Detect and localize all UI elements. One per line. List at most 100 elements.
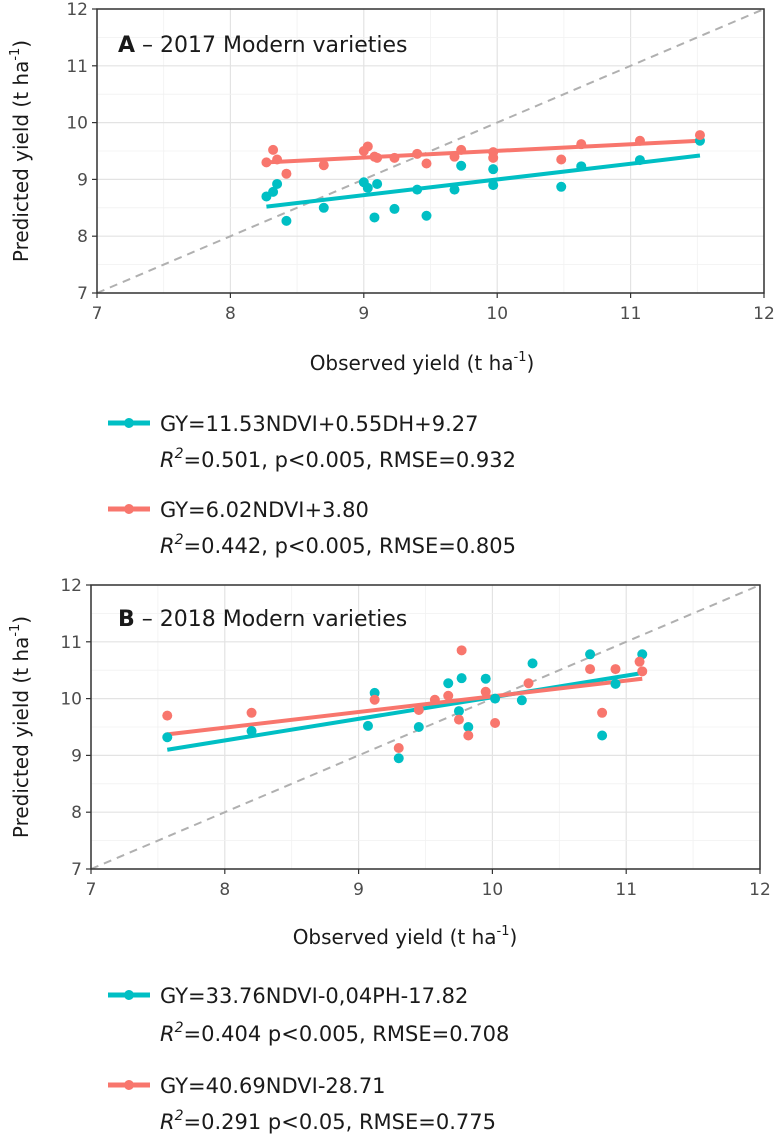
panel-a-y-axis-label: Predicted yield (t ha-1) [8,40,33,262]
panel-b-y-ticks: 7 8 9 10 11 12 [60,576,91,880]
panel-b-legend-key-salmon [108,1080,150,1090]
panel-a-x-ticks: 7 8 9 10 11 12 [92,293,775,324]
panel-b-point-teal [480,673,491,684]
panel-a-point-teal [456,160,467,171]
panel-b-legend-stats-teal: R2=0.404 p<0.005, RMSE=0.708 [160,1020,509,1046]
panel-a-x-tick-label: 9 [358,304,369,324]
panel-a-point-teal [412,184,423,195]
panel-a-point-salmon [421,158,432,169]
panel-a-y-tick-label: 12 [66,0,88,20]
panel-b-x-tick-label: 9 [353,880,364,900]
panel-b-point-teal [597,730,608,741]
panel-a-point-salmon [456,144,467,155]
panel-a-legend-stats-salmon-rest: =0.442, p<0.005, RMSE=0.805 [184,534,516,558]
panel-a-point-salmon [272,154,283,165]
panel-b-point-teal [443,678,454,689]
panel-a-legend-key-teal [108,418,150,428]
panel-a-point-salmon [449,151,460,162]
panel-a-point-salmon [576,139,587,150]
panel-a-legend-stats-salmon: R2=0.442, p<0.005, RMSE=0.805 [160,532,516,558]
panel-a-x-label-close: ) [526,351,534,375]
panel-a-x-label-sup: -1 [514,350,527,365]
panel-b-y-tick-label: 9 [71,746,82,766]
panel-b-legend-stats-teal-r: R [160,1022,175,1046]
panel-b-y-label-close: ) [9,616,33,624]
panel-a-fit-line-teal [266,153,701,209]
panel-a-point-salmon [634,135,645,146]
panel-a-point-teal [449,184,460,195]
panel-b-point-teal [610,678,621,689]
panel-a-y-label-close: ) [9,40,33,48]
panel-a-legend-equation-salmon: GY=6.02NDVI+3.80 [160,498,369,522]
panel-b-point-teal [162,732,173,743]
panel-b-y-tick-label: 8 [71,803,82,823]
panel-a-y-label-text: Predicted yield (t ha [9,61,33,262]
panel-b-x-tick-label: 12 [749,880,771,900]
panel-a-legend: GY=11.53NDVI+0.55DH+9.27 R2=0.501, p<0.0… [108,412,516,558]
panel-b-title: B – 2018 Modern varieties [118,607,407,632]
panel-a-x-axis-label: Observed yield (t ha-1) [310,350,535,375]
panel-b-y-tick-label: 7 [71,860,82,880]
panel-b-point-salmon [413,704,424,715]
panel-a-legend-stats-teal-r: R [160,448,175,472]
panel-a-y-tick-label: 11 [66,57,88,77]
panel-b-legend-stats-teal-rest: =0.404 p<0.005, RMSE=0.708 [184,1022,510,1046]
panel-a-point-teal [362,182,373,193]
panel-a-title-text: – 2017 Modern varieties [135,33,407,58]
panel-b-x-tick-label: 7 [86,880,97,900]
panel-b: 7 8 9 10 11 12 7 8 9 10 11 12 B – 2018 Modern vari… [8,576,771,1134]
panel-a-y-tick-label: 8 [77,227,88,247]
panel-b-x-label-sup: -1 [497,924,510,939]
panel-b-letter: B [118,607,135,632]
panel-b-point-salmon [597,707,608,718]
panel-b-point-salmon [369,694,380,705]
panel-a-point-salmon [488,152,499,163]
panel-b-legend: GY=33.76NDVI-0,04PH-17.82 R2=0.404 p<0.0… [108,984,509,1134]
panel-a-x-tick-label: 7 [92,304,103,324]
panel-b-point-teal [246,725,257,736]
panel-b-legend-key-teal [108,990,150,1000]
panel-a-fit-lines [266,138,701,209]
panel-a-point-salmon [362,141,373,152]
panel-a-point-teal [281,215,292,226]
panel-b-points [162,645,648,764]
panel-a-point-teal [421,210,432,221]
panel-b-legend-stats-salmon-r: R [160,1110,175,1134]
panel-a: 7 8 9 10 11 12 7 8 9 10 11 12 A – 2017 Modern vari… [8,0,775,558]
panel-a-legend-stats-salmon-sup: 2 [175,532,184,548]
panel-a-point-teal [576,161,587,172]
panel-b-point-teal [413,722,424,732]
panel-a-point-salmon [372,152,383,163]
panel-a-y-label-sup: -1 [8,48,23,61]
panel-b-y-tick-label: 10 [60,690,82,710]
panel-b-point-salmon [456,645,467,656]
panel-b-point-teal [490,693,501,704]
panel-a-title: A – 2017 Modern varieties [118,33,407,58]
panel-a-point-teal [318,202,329,213]
panel-a-point-teal [389,203,400,214]
panel-a-point-teal [369,212,380,223]
panel-a-point-salmon [318,160,329,171]
panel-a-y-tick-label: 9 [77,170,88,190]
panel-a-x-tick-label: 10 [486,304,508,324]
panel-b-x-tick-label: 11 [615,880,637,900]
panel-a-legend-key-salmon [108,504,150,514]
panel-b-x-tick-label: 10 [482,880,504,900]
panel-a-point-salmon [412,148,423,159]
panel-b-point-salmon [246,707,257,718]
panel-b-point-salmon [453,714,464,725]
panel-a-letter: A [118,33,135,58]
panel-b-point-salmon [393,743,404,754]
panel-a-point-teal [634,155,645,166]
panel-a-points [261,130,705,226]
panel-a-legend-stats-teal-sup: 2 [175,446,184,462]
panel-a-point-salmon [281,168,292,179]
panel-a-reference-line [96,8,765,294]
panel-b-legend-stats-teal-sup: 2 [175,1020,184,1036]
panel-b-point-salmon [480,686,491,697]
panel-b-point-salmon [610,664,621,675]
panel-a-y-tick-label: 10 [66,114,88,134]
panel-a-point-teal [556,181,567,192]
panel-b-x-label-close: ) [509,925,517,949]
panel-a-point-teal [488,164,499,175]
